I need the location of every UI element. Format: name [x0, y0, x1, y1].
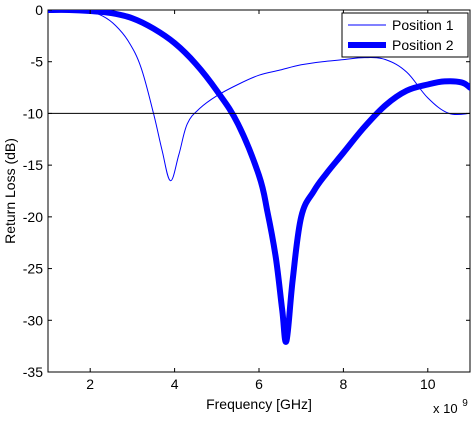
legend: Position 1 Position 2: [341, 12, 469, 58]
legend-label-2: Position 2: [392, 37, 454, 53]
x-tick-label: 10: [420, 376, 436, 392]
y-tick-label: -35: [23, 364, 43, 380]
y-tick-label: -5: [31, 54, 44, 70]
series-line-1: [48, 10, 470, 182]
x-axis-multiplier: x 10 9: [433, 398, 468, 416]
y-tick-label: -25: [23, 261, 43, 277]
y-tick-label: -10: [23, 105, 43, 121]
y-tick-label: 0: [35, 2, 43, 18]
series-line-2: [48, 10, 470, 345]
y-tick-label: -30: [23, 312, 43, 328]
plot-area-frame: [47, 9, 471, 373]
legend-label-1: Position 1: [392, 17, 454, 33]
y-axis-label: Return Loss (dB): [2, 138, 18, 244]
x-axis-label: Frequency [GHz]: [206, 396, 312, 412]
series-layer: [48, 10, 470, 345]
y-tick-label: -15: [23, 157, 43, 173]
x-axis-multiplier-base: x 10: [433, 401, 458, 416]
x-tick-label: 2: [86, 376, 94, 392]
x-tick-label: 8: [340, 376, 348, 392]
x-axis-ticks: 2 4 6 8 10: [86, 10, 436, 392]
x-tick-label: 6: [255, 376, 263, 392]
x-tick-label: 4: [171, 376, 179, 392]
y-tick-label: -20: [23, 209, 43, 225]
y-axis-ticks: 0 -5 -10 -15 -20 -25 -30 -35: [23, 2, 470, 380]
x-axis-multiplier-exponent: 9: [462, 398, 468, 409]
legend-box: [341, 12, 469, 58]
